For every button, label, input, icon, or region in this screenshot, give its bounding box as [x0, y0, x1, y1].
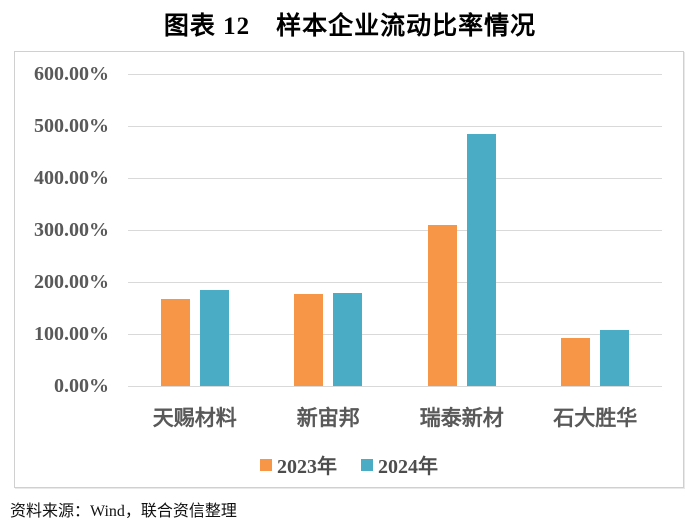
y-axis-tick-label: 500.00%	[34, 115, 109, 137]
bar-2023年-石大胜华	[561, 337, 591, 386]
y-axis-tick-label: 100.00%	[34, 323, 109, 345]
y-axis-tick-label: 200.00%	[34, 271, 109, 293]
gridline	[128, 282, 662, 283]
y-axis-tick-label: 0.00%	[54, 375, 109, 397]
legend-swatch-2024年	[361, 458, 373, 471]
legend-label: 2023年	[277, 456, 337, 478]
bar-2024年-瑞泰新材	[466, 133, 496, 386]
gridline	[128, 178, 662, 179]
y-axis-tick-label: 600.00%	[34, 63, 109, 85]
source-note: 资料来源：Wind，联合资信整理	[10, 503, 237, 520]
x-axis-category-label: 瑞泰新材	[419, 406, 504, 430]
legend-item: 2023年	[260, 450, 337, 479]
gridline	[128, 386, 662, 387]
bar-2024年-天赐材料	[199, 289, 229, 386]
gridline	[128, 74, 662, 75]
gridline	[128, 230, 662, 231]
bar-2024年-新宙邦	[333, 292, 363, 386]
chart-title: 图表 12 样本企业流动比率情况	[163, 13, 537, 40]
chart-legend: 2023年 2024年	[15, 450, 683, 479]
gridline	[128, 334, 662, 335]
chart-frame: 600.00% 500.00% 400.00% 300.00% 200.00% 100.0…	[14, 51, 684, 488]
legend-item: 2024年	[361, 450, 438, 479]
y-axis-tick-label: 400.00%	[34, 167, 109, 189]
bar-2023年-天赐材料	[160, 298, 190, 386]
bar-2023年-新宙邦	[294, 293, 324, 386]
legend-label: 2024年	[378, 456, 438, 478]
x-axis-category-label: 天赐材料	[152, 406, 237, 430]
legend-swatch-2023年	[260, 458, 272, 471]
bar-2024年-石大胜华	[600, 330, 630, 386]
y-axis-tick-label: 300.00%	[34, 219, 109, 241]
x-axis-category-label: 石大胜华	[553, 406, 638, 430]
gridline	[128, 126, 662, 127]
bar-2023年-瑞泰新材	[427, 224, 457, 386]
x-axis-category-label: 新宙邦	[296, 406, 360, 430]
